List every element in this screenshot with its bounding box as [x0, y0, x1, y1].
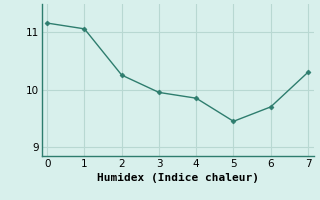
- X-axis label: Humidex (Indice chaleur): Humidex (Indice chaleur): [97, 173, 259, 183]
